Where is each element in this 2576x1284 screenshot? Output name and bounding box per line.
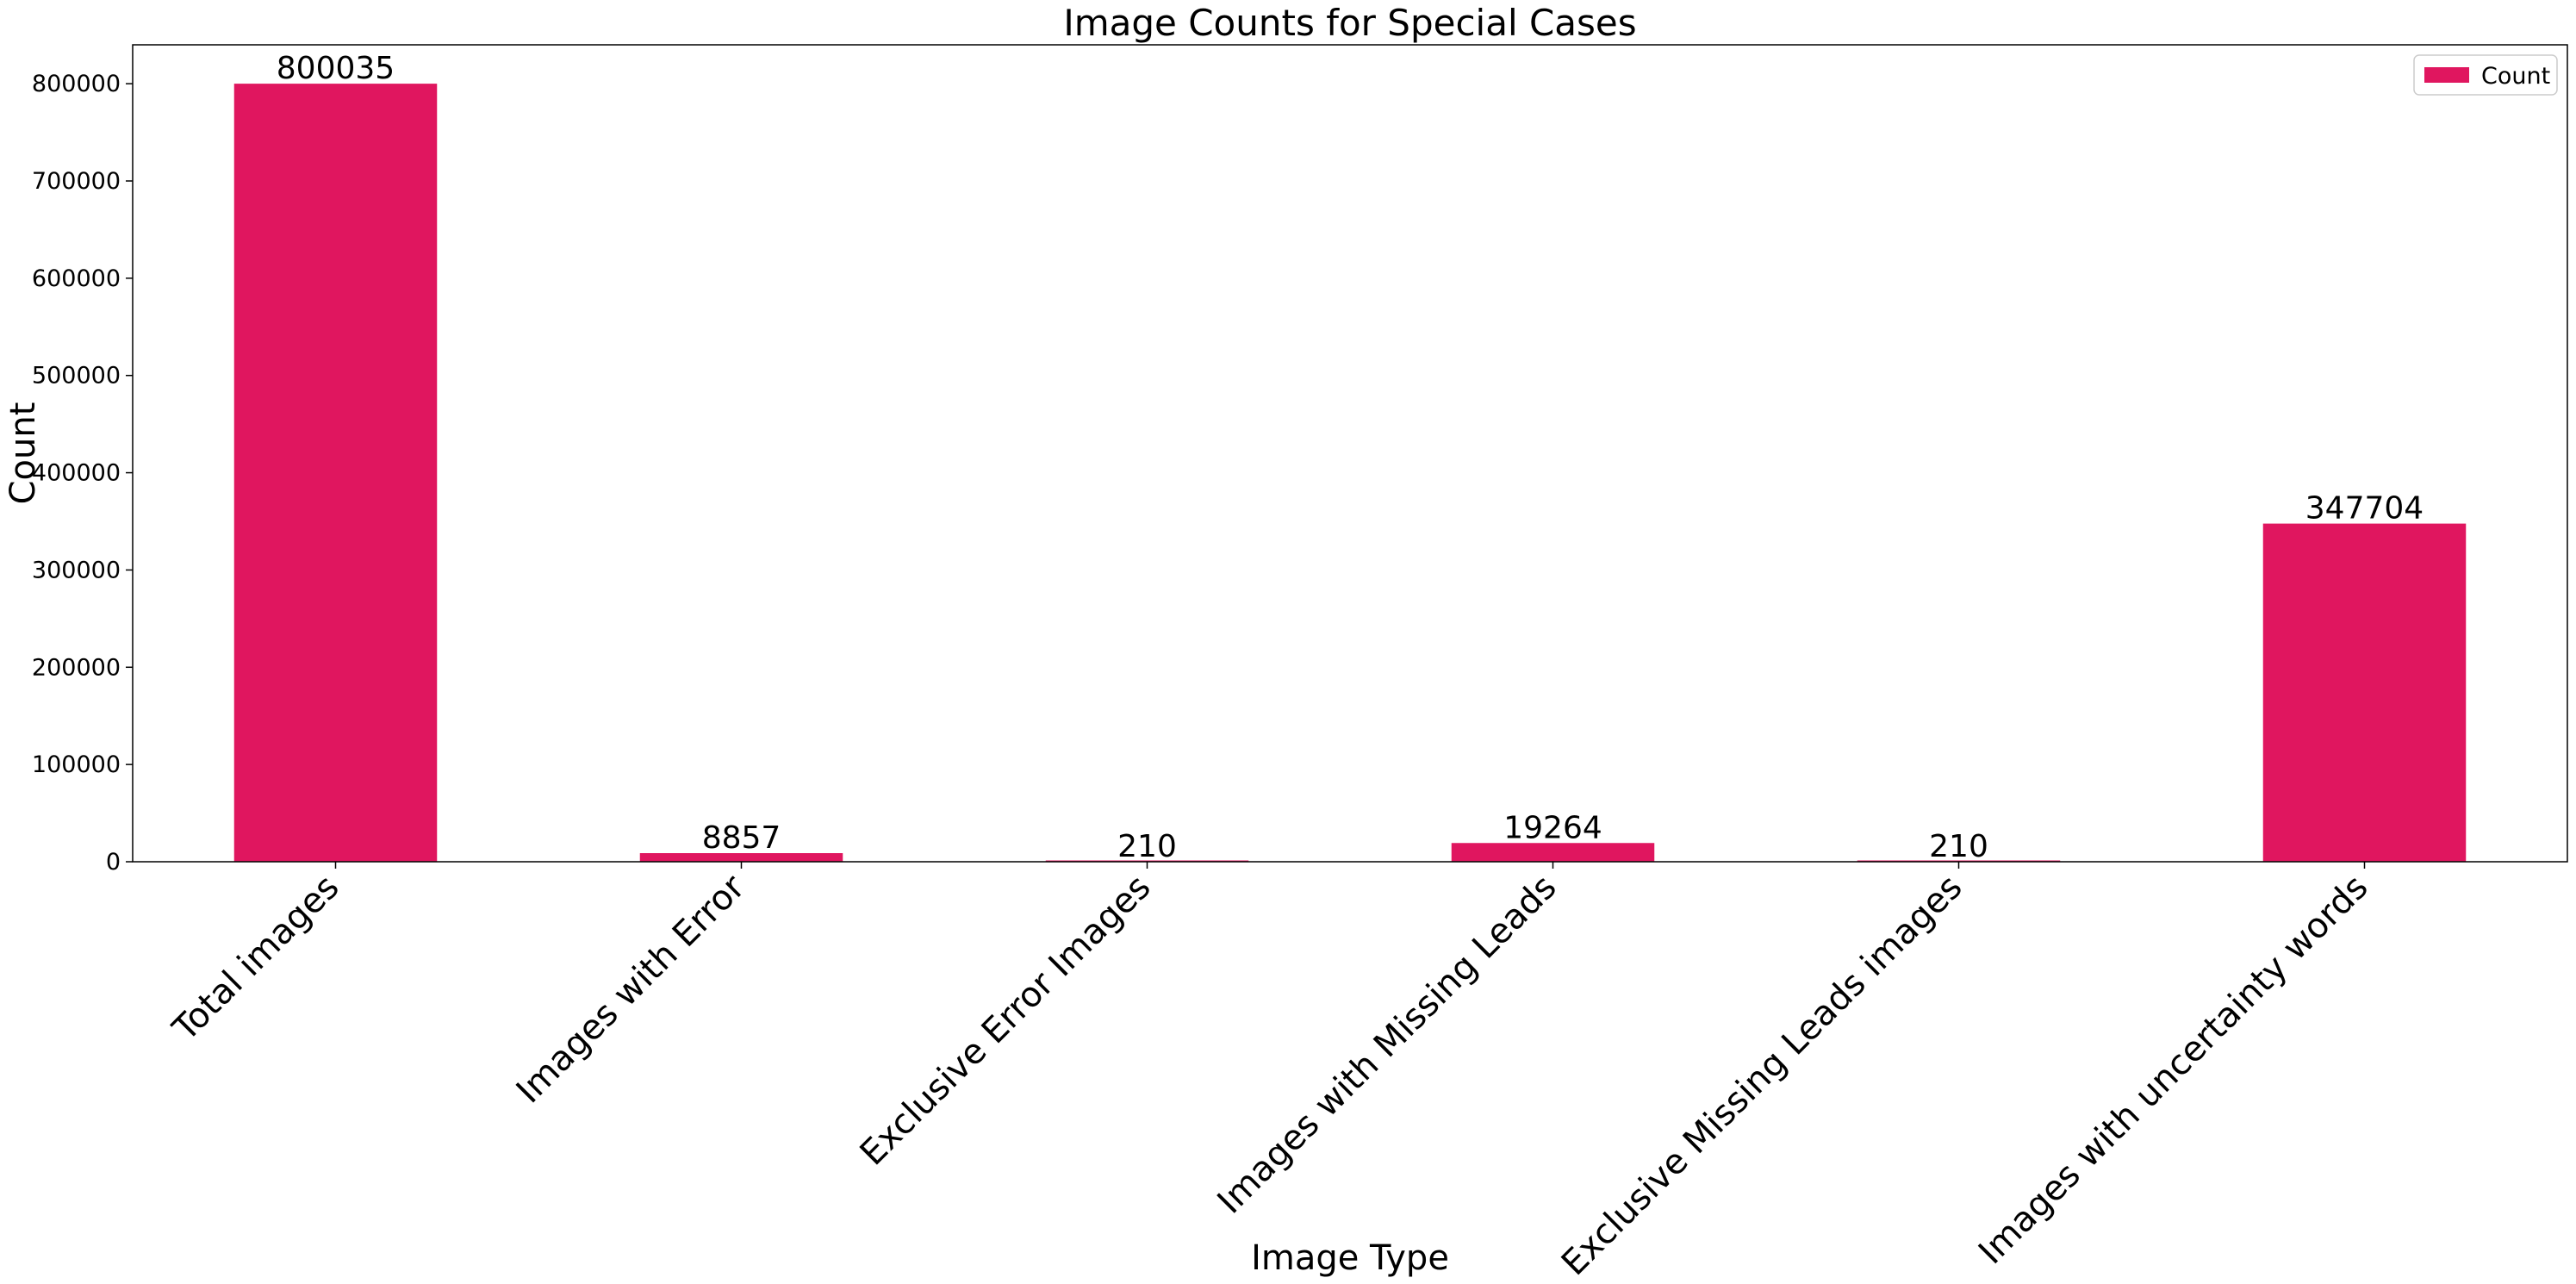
- bar: [2262, 523, 2467, 862]
- bar-labels-group: 800035 8857 210 19264 210 347704: [277, 51, 2424, 864]
- y-tick-label: 800000: [32, 71, 121, 97]
- bar-value-label: 19264: [1503, 810, 1602, 845]
- x-tick-label: Exclusive Error Images: [853, 868, 1159, 1174]
- x-tick-label: Total images: [165, 868, 346, 1050]
- y-tick-label: 600000: [32, 265, 121, 292]
- y-tick-label: 100000: [32, 751, 121, 778]
- y-axis-label: Count: [3, 402, 43, 505]
- x-axis: Total images Images with Error Exclusive E…: [165, 862, 2376, 1284]
- y-axis: 0 100000 200000 300000 400000 500000 600000 700…: [32, 71, 133, 876]
- bar: [1451, 843, 1655, 862]
- x-tick-label: Images with Missing Leads: [1210, 868, 1565, 1222]
- legend-label: Count: [2481, 63, 2550, 90]
- plot-frame: [132, 44, 2568, 863]
- y-tick-label: 300000: [32, 557, 121, 583]
- y-tick-label: 0: [106, 849, 121, 876]
- bar: [639, 853, 843, 862]
- x-tick-label: Images with Error: [509, 867, 753, 1111]
- bar-value-label: 210: [1929, 829, 1988, 864]
- y-tick-label: 500000: [32, 363, 121, 390]
- y-tick-label: 700000: [32, 168, 121, 195]
- bar-value-label: 347704: [2305, 491, 2424, 527]
- bar-value-label: 8857: [702, 820, 781, 856]
- y-tick-label: 200000: [32, 654, 121, 681]
- bar: [233, 84, 438, 863]
- x-tick-label: Images with uncertainty words: [1971, 868, 2376, 1273]
- legend: Count: [2413, 54, 2558, 96]
- x-tick-label: Exclusive Missing Leads images: [1554, 868, 1970, 1284]
- bar-value-label: 800035: [277, 51, 395, 86]
- y-tick-label: 400000: [32, 460, 121, 487]
- legend-swatch: [2424, 67, 2469, 83]
- legend-frame: [2413, 54, 2558, 96]
- bar-value-label: 210: [1117, 829, 1177, 864]
- x-axis-label: Image Type: [1251, 1238, 1449, 1278]
- chart-title: Image Counts for Special Cases: [1063, 2, 1636, 44]
- bars-group: [233, 84, 2467, 863]
